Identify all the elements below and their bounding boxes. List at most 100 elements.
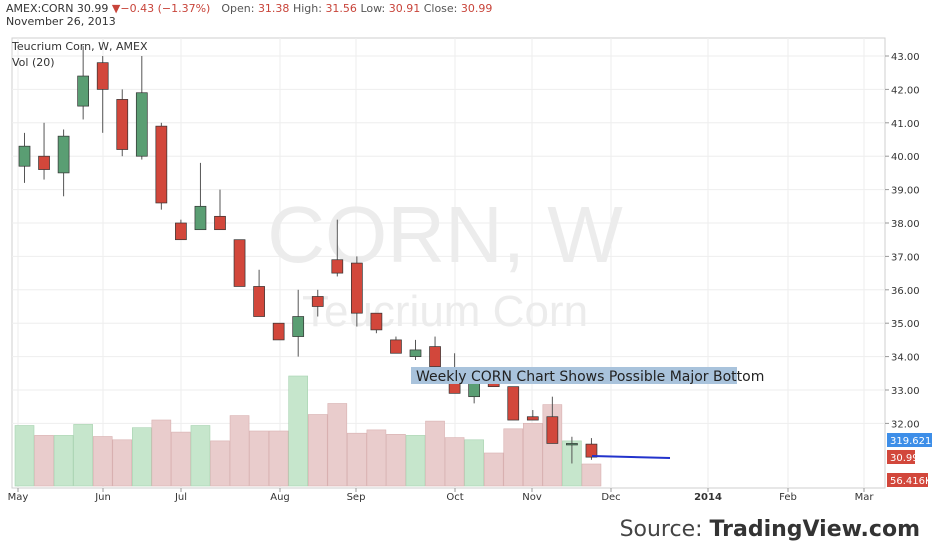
badge-volume: 319.621K (887, 433, 932, 447)
candle-body (18, 145, 31, 167)
x-tick-label: May (8, 492, 29, 503)
candle-body (526, 416, 539, 421)
volume-bar (190, 425, 211, 487)
candle-body (233, 239, 246, 287)
volume-bar (92, 436, 113, 487)
candle-body (370, 312, 383, 331)
candle-body (507, 386, 520, 421)
volume-bar (288, 375, 309, 487)
symbol-header: AMEX:CORN 30.99 ▼−0.43 (−1.37%) Open: 31… (6, 2, 492, 15)
candle-body (155, 125, 168, 204)
low-label: Low: (360, 2, 386, 15)
volume-bar (210, 440, 230, 487)
watermark-symbol: CORN, W (267, 190, 623, 279)
y-tick-label: 39.00 (891, 186, 920, 197)
close-value: 30.99 (460, 2, 493, 15)
y-tick-label: 38.00 (891, 219, 920, 230)
y-tick-label: 36.00 (891, 286, 920, 297)
low-value: 30.91 (388, 2, 421, 15)
candle-body (135, 92, 148, 157)
y-tick-label: 35.00 (891, 319, 920, 330)
source-label: Source: (619, 517, 703, 542)
volume-bar (34, 435, 54, 487)
y-tick-label: 32.00 (891, 419, 920, 430)
volume-bar (444, 437, 465, 487)
candle-body (429, 346, 441, 367)
candle-body (57, 135, 70, 174)
volume-bar (112, 439, 133, 487)
y-tick-label: 34.00 (891, 353, 920, 364)
y-axis: 43.00 42.00 41.00 40.00 39.00 38.00 37.00 36.00… (885, 52, 920, 430)
volume-bar (425, 420, 445, 487)
open-label: Open: (221, 2, 255, 15)
price-change: −0.43 (−1.37%) (120, 2, 211, 15)
volume-bar (307, 414, 328, 487)
candle-body (566, 443, 578, 446)
volume-bar (132, 427, 152, 487)
x-tick-label: Mar (855, 492, 875, 503)
candle-body (585, 443, 598, 458)
high-label: High: (292, 2, 322, 15)
trend-line[interactable] (591, 455, 671, 459)
badge-volume-last-text: 56.416K (890, 476, 932, 487)
candle-body (292, 316, 305, 337)
chart-date: November 26, 2013 (6, 15, 116, 28)
volume-bar (386, 433, 406, 487)
grid (11, 37, 886, 489)
y-tick-label: 40.00 (891, 152, 920, 163)
volume-bar (268, 430, 289, 487)
candle-body (331, 259, 344, 274)
watermark-name: Teucrium Corn (302, 287, 588, 336)
down-arrow-icon: ▼ (111, 2, 121, 15)
candle-body (351, 262, 363, 314)
volume-bar (366, 429, 387, 487)
y-tick-label: 42.00 (891, 85, 920, 96)
plot-frame (11, 37, 886, 489)
candle-body (214, 215, 226, 231)
volume-bar (249, 430, 269, 487)
y-tick-label: 43.00 (891, 52, 920, 63)
x-tick-label: Oct (446, 492, 463, 503)
high-value: 31.56 (325, 2, 357, 15)
badge-volume-text: 319.621K (890, 436, 932, 447)
open-value: 31.38 (257, 2, 290, 15)
candle-body (390, 339, 402, 354)
candle-body (409, 349, 422, 357)
volume-bar (503, 428, 524, 487)
x-axis: May Jun Jul Aug Sep Oct Nov Dec 2014 Feb Mar (8, 488, 875, 503)
candle-body (194, 205, 207, 231)
annotation-text: Weekly CORN Chart Shows Possible Major B… (416, 369, 764, 385)
candle-body (77, 75, 90, 107)
x-tick-label: 2014 (694, 492, 722, 503)
badge-volume-last: 56.416K (887, 473, 932, 487)
candle-body (272, 322, 285, 341)
volume-bar (483, 452, 504, 487)
source-credit: Source: TradingView.com (620, 517, 920, 542)
close-label: Close: (423, 2, 458, 15)
volume-bar (14, 425, 35, 487)
chart-title: Teucrium Corn, W, AMEX (11, 40, 148, 53)
volume-bar (151, 419, 172, 487)
y-tick-label: 37.00 (891, 252, 920, 263)
volume-bar (53, 435, 74, 487)
candle-body (311, 296, 324, 307)
x-tick-label: Aug (270, 492, 290, 503)
volume-bar (405, 435, 426, 487)
volume-bar (171, 431, 191, 487)
badge-last-text: 30.99 (890, 453, 919, 464)
last-price: 30.99 (76, 2, 109, 15)
volume-bar (73, 424, 93, 487)
x-tick-label: Sep (347, 492, 366, 503)
candle-body (253, 286, 265, 317)
x-tick-label: Feb (779, 492, 797, 503)
source-name: TradingView.com (709, 517, 920, 542)
volume-bars (14, 375, 602, 487)
x-tick-label: Dec (601, 492, 620, 503)
y-tick-label: 33.00 (891, 386, 920, 397)
y-tick-label: 41.00 (891, 119, 920, 130)
annotation-box[interactable] (411, 367, 737, 384)
candle-body (546, 416, 559, 444)
volume-bar (464, 439, 484, 487)
x-tick-label: Jun (94, 492, 111, 503)
